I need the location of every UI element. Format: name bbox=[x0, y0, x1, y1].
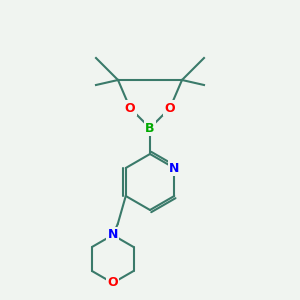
Text: N: N bbox=[108, 229, 118, 242]
Text: O: O bbox=[125, 101, 135, 115]
Text: B: B bbox=[145, 122, 155, 134]
Text: N: N bbox=[169, 161, 179, 175]
Text: O: O bbox=[165, 101, 175, 115]
Text: O: O bbox=[107, 277, 118, 290]
